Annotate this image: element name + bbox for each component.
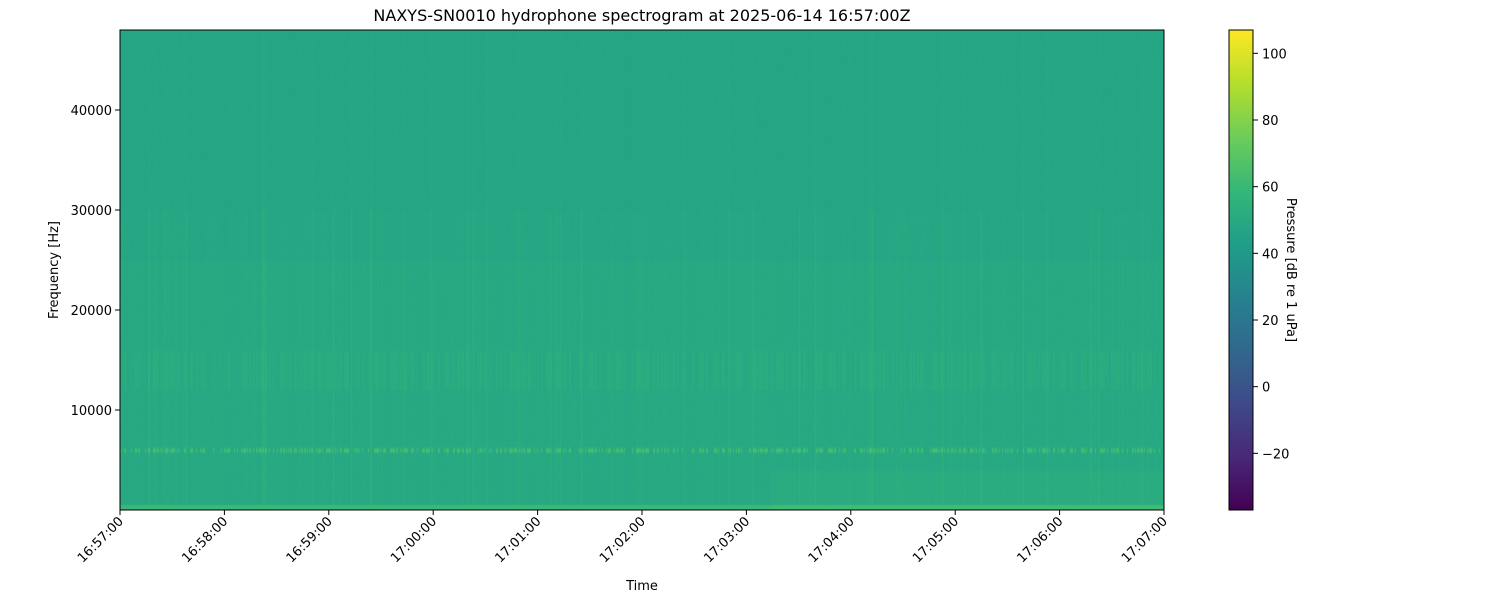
y-tick-label: 10000 (71, 404, 112, 419)
x-tick-label: 17:07:00 (1119, 514, 1171, 566)
colorbar-tick-label: 40 (1262, 247, 1279, 262)
x-tick-label: 17:04:00 (806, 514, 858, 566)
x-tick-label: 16:58:00 (179, 514, 231, 566)
colorbar-frame (1228, 29, 1254, 511)
x-tick-label: 17:05:00 (910, 514, 962, 566)
colorbar-tick-label: 60 (1262, 181, 1279, 196)
colorbar-tick-label: 0 (1262, 381, 1270, 396)
x-tick-label: 17:06:00 (1015, 514, 1067, 566)
chart-title: NAXYS-SN0010 hydrophone spectrogram at 2… (373, 6, 911, 25)
x-tick-label: 16:59:00 (284, 514, 336, 566)
x-axis-label: Time (625, 579, 658, 594)
x-tick-label: 17:03:00 (701, 514, 753, 566)
y-tick-label: 30000 (71, 204, 112, 219)
spectrogram-heatmap (120, 30, 1164, 510)
x-tick-label: 17:00:00 (388, 514, 440, 566)
x-tick-label: 16:57:00 (75, 514, 127, 566)
y-tick-label: 40000 (71, 104, 112, 119)
colorbar-label: Pressure [dB re 1 uPa] (1283, 198, 1298, 342)
y-tick-label: 20000 (71, 304, 112, 319)
x-tick-label: 17:02:00 (597, 514, 649, 566)
colorbar-tick-label: 100 (1262, 47, 1287, 62)
colorbar-tick-label: 20 (1262, 314, 1279, 329)
colorbar-tick-label: −20 (1262, 447, 1289, 462)
plot-frame (119, 29, 1165, 511)
y-axis-label: Frequency [Hz] (47, 221, 62, 319)
colorbar-gradient (1229, 30, 1253, 510)
x-tick-label: 17:01:00 (493, 514, 545, 566)
colorbar-tick-label: 80 (1262, 114, 1279, 129)
